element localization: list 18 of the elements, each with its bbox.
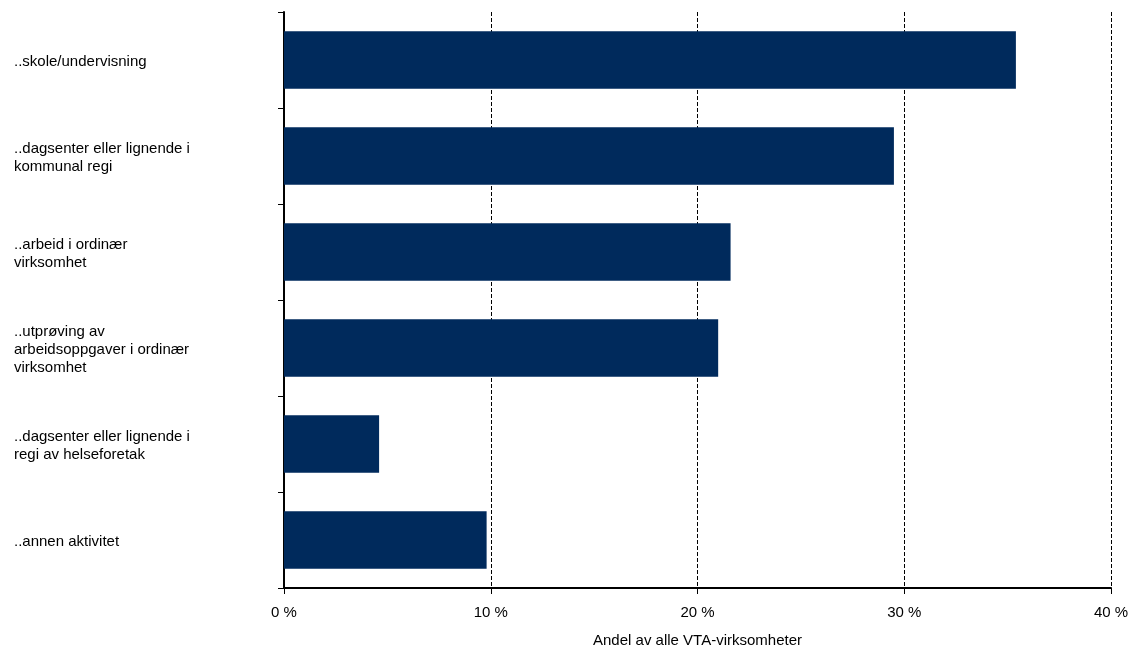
- x-tick-label: 40 %: [1093, 603, 1129, 620]
- y-tick-label: ..skole/undervisning: [14, 51, 147, 69]
- y-tick-label: ..dagsenter eller lignende i regi av helseforetak: [14, 426, 190, 462]
- bar: [284, 415, 380, 473]
- y-tick-label: ..utprøving av arbeidsoppgaver i ordinær virksomhet: [14, 321, 190, 375]
- x-axis-title: Andel av alle VTA-virksomheter: [593, 631, 802, 648]
- y-tick-label: ..annen aktivitet: [14, 531, 120, 549]
- bar: [284, 31, 1016, 89]
- x-tick-label: 30 %: [887, 603, 922, 620]
- x-tick-label: 10 %: [473, 603, 508, 620]
- bar: [284, 319, 719, 377]
- x-tick-label: 0 %: [271, 603, 297, 620]
- y-tick-label: ..dagsenter eller lignende i kommunal regi: [14, 138, 190, 174]
- bar: [284, 511, 487, 569]
- bar: [284, 127, 894, 185]
- x-tick-label: 20 %: [680, 603, 715, 620]
- bar: [284, 223, 731, 281]
- y-tick-label: ..arbeid i ordinær virksomhet: [14, 234, 128, 270]
